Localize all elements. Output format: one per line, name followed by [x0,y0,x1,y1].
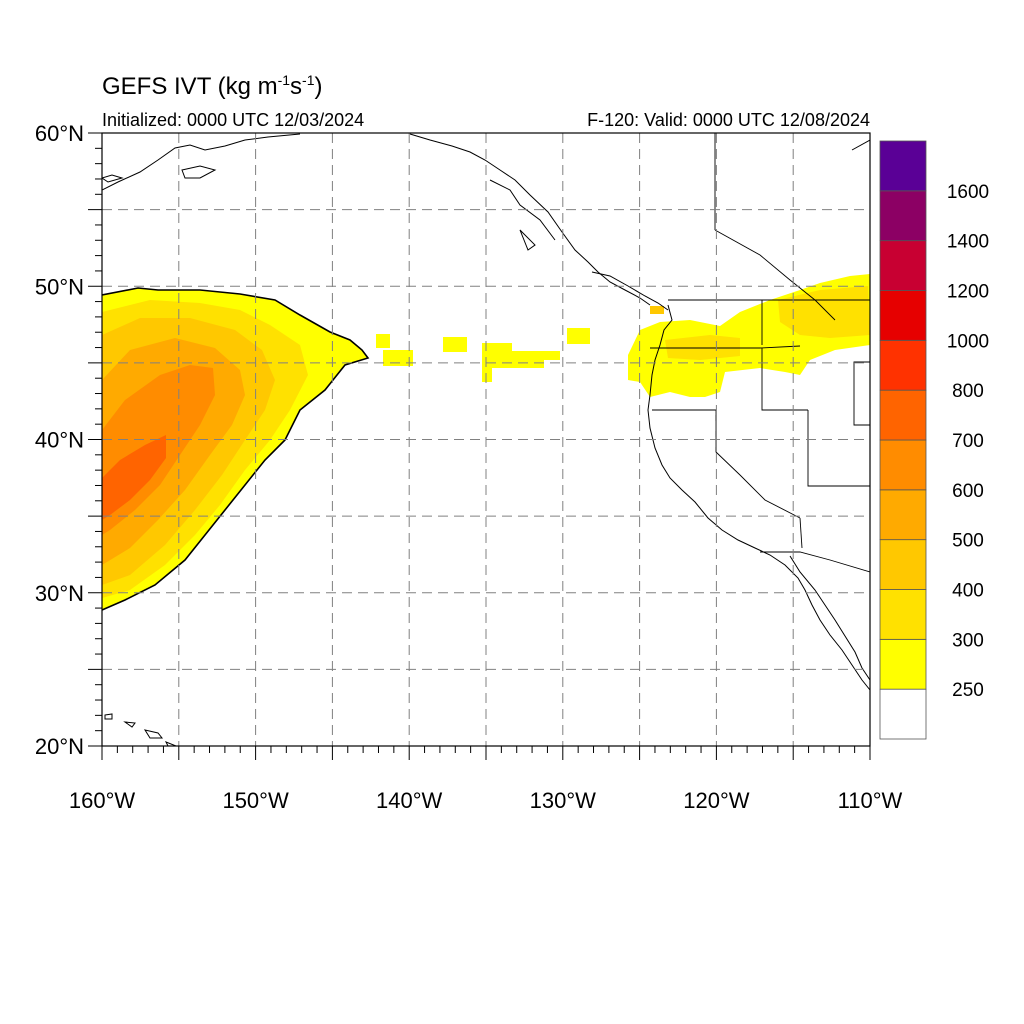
lat-label: 50°N [35,274,84,299]
ivt-700-region [102,435,166,520]
colorbar-label: 250 [952,680,984,701]
lon-label: 140°W [376,788,443,813]
gridlines [102,133,870,746]
colorbar-label: 500 [952,531,984,552]
ivt-patch [650,306,664,314]
ivt-contour [102,287,370,611]
colorbar-swatch [879,290,927,341]
colorbar-label: 700 [952,431,984,452]
colorbar-swatch [879,140,927,192]
colorbar-swatch [879,240,927,291]
lat-label: 30°N [35,581,84,606]
figure-title: GEFS IVT (kg m-1s-1) [102,72,323,100]
ivt-patch [567,328,590,344]
colorbar-swatch [879,539,927,590]
colorbar [879,140,927,740]
colorbar-label: 300 [952,630,984,651]
lon-label: 130°W [530,788,597,813]
lat-label: 20°N [35,734,84,759]
lat-label: 40°N [35,428,84,453]
colorbar-swatch [879,688,927,740]
colorbar-label: 600 [952,481,984,502]
axis-ticks [88,132,871,760]
coastlines [102,133,870,746]
init-time-label: Initialized: 0000 UTC 12/03/2024 [102,110,365,130]
colorbar-label: 1000 [947,331,989,352]
lat-label: 60°N [35,121,84,146]
political-borders [650,133,870,573]
colorbar-swatch [879,190,927,242]
colorbar-label: 1400 [947,232,989,253]
colorbar-label: 400 [952,581,984,602]
colorbar-swatch [879,589,927,640]
ivt-shading [102,274,870,610]
lon-label: 160°W [69,788,136,813]
colorbar-label: 800 [952,381,984,402]
lon-label: 120°W [683,788,750,813]
ivt-patch [383,350,413,366]
ivt-landfall-300b [665,335,740,360]
ivt-patch [443,337,467,352]
valid-time-label: F-120: Valid: 0000 UTC 12/08/2024 [587,110,870,130]
lon-label: 110°W [838,788,903,813]
colorbar-swatch [879,489,927,541]
ivt-patch [376,334,390,348]
ivt-landfall-300 [778,286,870,338]
lon-label: 150°W [222,788,289,813]
colorbar-swatch [879,439,927,491]
colorbar-label: 1600 [947,182,989,203]
colorbar-labels: 250 300 400 500 600 700 800 1000 1200 1400 1600 [947,182,989,701]
latitude-labels: 20°N 30°N 40°N 50°N 60°N [35,121,84,759]
colorbar-swatch [879,389,927,441]
longitude-labels: 160°W 150°W 140°W 130°W 120°W 110°W [69,788,903,813]
colorbar-label: 1200 [947,282,989,303]
colorbar-swatch [879,339,927,391]
colorbar-swatch [879,638,927,690]
